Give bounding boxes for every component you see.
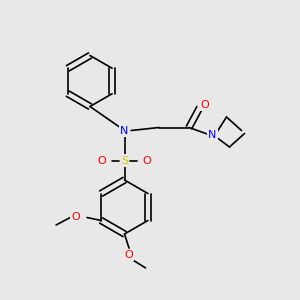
Text: O: O [98,155,106,166]
Text: O: O [200,100,209,110]
Text: S: S [121,155,128,166]
Text: O: O [71,212,80,223]
Text: N: N [120,125,129,136]
Text: O: O [124,250,134,260]
Text: O: O [142,155,152,166]
Text: N: N [208,130,217,140]
